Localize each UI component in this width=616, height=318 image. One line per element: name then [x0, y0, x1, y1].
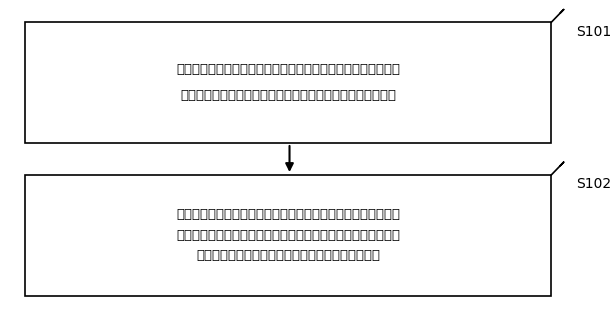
Text: 与注入的调制信号的相关运算，对注入的调制信号进行解调还原: 与注入的调制信号的相关运算，对注入的调制信号进行解调还原: [176, 229, 400, 242]
Text: S102: S102: [576, 177, 611, 191]
Text: S101: S101: [576, 25, 611, 39]
Text: 根据预定区域变内变电站的数量，确定各变电站的码片序列，并: 根据预定区域变内变电站的数量，确定各变电站的码片序列，并: [176, 63, 400, 76]
Bar: [25, 22, 551, 143]
Text: 将携带有变电站信息的调制信号通过接地网注入电缆进行传输: 将携带有变电站信息的调制信号通过接地网注入电缆进行传输: [180, 89, 396, 102]
Text: ，确认所述待测电缆两端的站点信息，识别电缆走向: ，确认所述待测电缆两端的站点信息，识别电缆走向: [196, 250, 380, 262]
Bar: [25, 175, 551, 296]
Text: 检测获取待测电缆上携带的信号，基于所述待测电缆上检测信号: 检测获取待测电缆上携带的信号，基于所述待测电缆上检测信号: [176, 208, 400, 221]
